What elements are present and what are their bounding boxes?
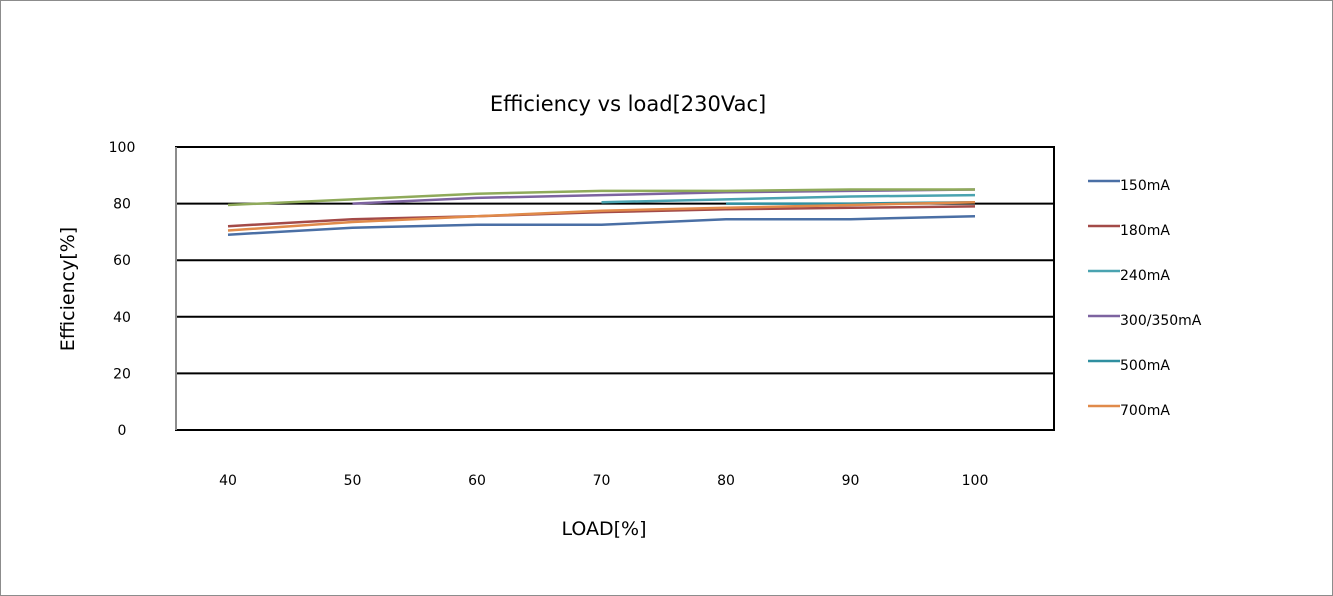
series-line-180ma	[227, 205, 976, 228]
legend-label: 240mA	[1120, 268, 1170, 284]
legend-label: 180mA	[1120, 223, 1170, 239]
x-tick-label: 100	[962, 473, 989, 489]
series-line-240ma	[601, 193, 976, 204]
y-tick-label: 40	[113, 310, 131, 326]
y-tick-labels: 0 20 40 60 80 100	[109, 140, 136, 439]
x-tick-label: 80	[717, 473, 735, 489]
y-tick-label: 80	[113, 197, 131, 213]
legend-label: 700mA	[1120, 403, 1170, 419]
legend-label: 300/350mA	[1120, 313, 1202, 329]
y-tick-label: 20	[113, 366, 131, 382]
x-tick-label: 50	[344, 473, 362, 489]
y-tick-label: 100	[109, 140, 136, 156]
grid-lines	[176, 202, 1054, 375]
x-axis-title: LOAD[%]	[561, 518, 646, 540]
legend-label: 500mA	[1120, 358, 1170, 374]
x-tick-label: 40	[219, 473, 237, 489]
series-line-150ma	[227, 215, 976, 236]
y-tick-label: 0	[118, 423, 127, 439]
legend-label: 150mA	[1120, 178, 1170, 194]
x-tick-label: 90	[842, 473, 860, 489]
x-tick-label: 60	[468, 473, 486, 489]
series-line-unlabeled	[227, 188, 975, 207]
y-tick-label: 60	[113, 253, 131, 269]
y-axis-title: Efficiency[%]	[57, 227, 79, 351]
x-tick-labels: 40 50 60 70 80 90 100	[219, 473, 988, 489]
chart-title: Efficiency vs load[230Vac]	[490, 92, 766, 116]
legend: 150mA 180mA 240mA 300/350mA 500mA 700mA	[1088, 178, 1202, 419]
x-tick-label: 70	[593, 473, 611, 489]
series-line-700ma	[227, 200, 976, 232]
series-lines	[227, 188, 976, 236]
